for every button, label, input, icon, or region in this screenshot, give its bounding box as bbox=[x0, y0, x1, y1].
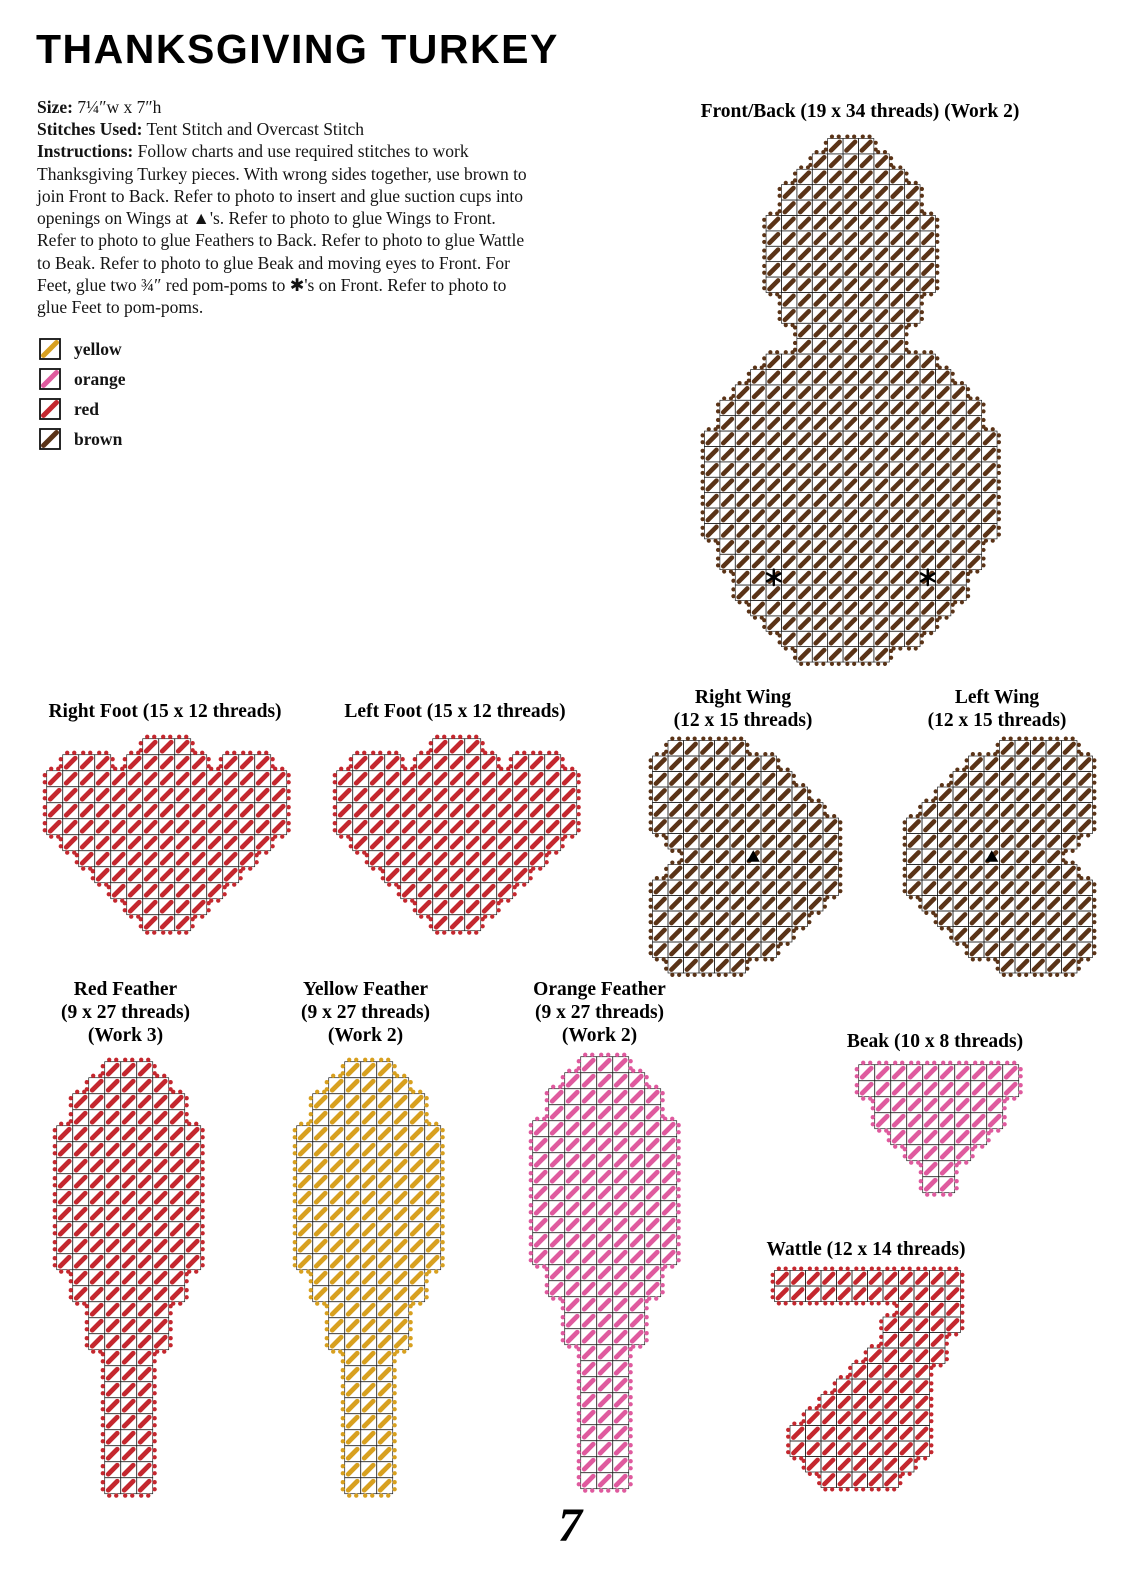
right-wing-chart bbox=[648, 736, 843, 977]
chart-title-line: (9 x 27 threads) bbox=[300, 1002, 431, 1023]
chart-title-line: Front/Back (19 x 34 threads) (Work 2) bbox=[700, 101, 1020, 122]
stitches-used-label: Stitches Used: bbox=[37, 119, 143, 140]
chart-title-line: (12 x 15 threads) bbox=[927, 710, 1067, 731]
chart-title-line: Beak (10 x 8 threads) bbox=[846, 1031, 1024, 1052]
color-key: yellow orange red brown bbox=[37, 334, 126, 454]
size-label: Size: bbox=[37, 97, 73, 117]
legend-item: yellow bbox=[37, 334, 126, 364]
chart-title-line: Yellow Feather bbox=[302, 979, 429, 1000]
orange-feather-chart-title: Orange Feather (9 x 27 threads) (Work 2) bbox=[502, 978, 697, 1047]
yellow-feather-chart bbox=[292, 1057, 445, 1498]
chart-title-line: Wattle (12 x 14 threads) bbox=[766, 1239, 966, 1260]
stitches-line: Stitches Used: Tent Stitch and Overcast … bbox=[37, 118, 534, 140]
front-back-chart-title: Front/Back (19 x 34 threads) (Work 2) bbox=[640, 100, 1080, 123]
left-foot-chart-title: Left Foot (15 x 12 threads) bbox=[310, 700, 600, 723]
yellow-feather-chart-title: Yellow Feather (9 x 27 threads) (Work 2) bbox=[268, 978, 463, 1047]
legend-label: yellow bbox=[74, 338, 122, 359]
chart-title-line: Right Wing bbox=[694, 687, 792, 708]
left-foot-chart bbox=[332, 734, 581, 935]
legend-label: orange bbox=[74, 368, 126, 389]
legend-item: brown bbox=[37, 424, 126, 454]
legend-item: orange bbox=[37, 364, 126, 394]
chart-title-line: (Work 2) bbox=[561, 1025, 638, 1046]
orange-swatch-icon bbox=[39, 368, 61, 390]
legend-item: red bbox=[37, 394, 126, 424]
size-value: 7¼″w x 7″h bbox=[77, 97, 162, 117]
wattle-chart-title: Wattle (12 x 14 threads) bbox=[736, 1238, 996, 1261]
beak-chart-title: Beak (10 x 8 threads) bbox=[810, 1030, 1060, 1053]
instructions-line: Instructions: Follow charts and use requ… bbox=[37, 140, 534, 318]
left-wing-chart-title: Left Wing (12 x 15 threads) bbox=[882, 686, 1112, 732]
chart-title-line: (9 x 27 threads) bbox=[534, 1002, 665, 1023]
orange-feather-chart bbox=[528, 1052, 681, 1493]
legend-label: brown bbox=[74, 428, 123, 449]
front-back-chart bbox=[700, 134, 1001, 666]
red-feather-chart bbox=[52, 1057, 205, 1498]
right-foot-chart-title: Right Foot (15 x 12 threads) bbox=[20, 700, 310, 723]
chart-title-line: Left Wing bbox=[954, 687, 1040, 708]
legend-label: red bbox=[74, 398, 99, 419]
instructions-text: Follow charts and use required stitches … bbox=[37, 141, 527, 317]
beak-chart bbox=[854, 1060, 1023, 1197]
right-wing-chart-title: Right Wing (12 x 15 threads) bbox=[628, 686, 858, 732]
right-foot-chart bbox=[42, 734, 291, 935]
chart-title-line: (9 x 27 threads) bbox=[60, 1002, 191, 1023]
left-wing-chart bbox=[902, 736, 1097, 977]
size-line: Size: 7¼″w x 7″h bbox=[37, 96, 534, 118]
red-swatch-icon bbox=[39, 398, 61, 420]
red-feather-chart-title: Red Feather (9 x 27 threads) (Work 3) bbox=[28, 978, 223, 1047]
chart-title-line: Red Feather bbox=[73, 979, 178, 1000]
brown-swatch-icon bbox=[39, 428, 61, 450]
pattern-info: Size: 7¼″w x 7″h Stitches Used: Tent Sti… bbox=[37, 96, 534, 318]
chart-title-line: Right Foot (15 x 12 threads) bbox=[48, 701, 282, 722]
chart-title-line: (Work 3) bbox=[87, 1025, 164, 1046]
instructions-label: Instructions: bbox=[37, 141, 134, 162]
page-title: THANKSGIVING TURKEY bbox=[36, 26, 559, 72]
wattle-chart bbox=[770, 1266, 965, 1492]
yellow-swatch-icon bbox=[39, 338, 61, 360]
chart-title-line: (Work 2) bbox=[327, 1025, 404, 1046]
chart-title-line: Orange Feather bbox=[533, 979, 666, 1000]
stitches-used-value: Tent Stitch and Overcast Stitch bbox=[146, 119, 365, 140]
chart-title-line: (12 x 15 threads) bbox=[673, 710, 813, 731]
chart-title-line: Left Foot (15 x 12 threads) bbox=[344, 701, 566, 722]
page-number: 7 bbox=[558, 1499, 582, 1552]
